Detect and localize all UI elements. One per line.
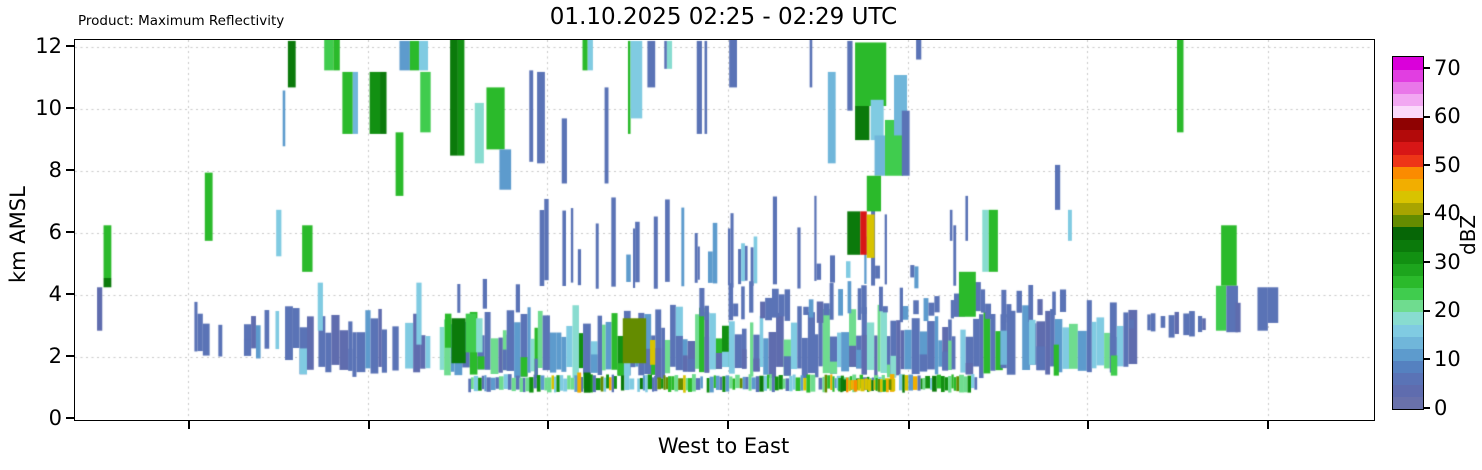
x-tick-mark [907, 421, 910, 429]
colorbar-segment [1393, 154, 1423, 167]
y-tick-label: 12 [35, 33, 62, 58]
colorbar-label: dBZ [1456, 214, 1480, 256]
plot-area [74, 39, 1375, 421]
colorbar-segment [1393, 190, 1423, 204]
x-tick-mark [1267, 421, 1270, 429]
y-tick-mark [66, 107, 74, 110]
y-tick-label: 2 [48, 343, 62, 368]
colorbar-segment [1393, 178, 1423, 191]
chart-title: 01.10.2025 02:25 - 02:29 UTC [549, 4, 898, 30]
colorbar-segment [1393, 105, 1423, 119]
colorbar-tick-label: 30 [1434, 249, 1461, 274]
y-tick-label: 6 [48, 219, 62, 244]
colorbar-tick-mark [1424, 309, 1430, 312]
x-tick-mark [727, 421, 730, 429]
y-tick-label: 8 [48, 157, 62, 182]
y-tick-mark [66, 231, 74, 234]
colorbar-segment [1393, 57, 1423, 70]
product-label: Product: Maximum Reflectivity [78, 13, 285, 29]
colorbar-segment [1393, 299, 1423, 313]
colorbar-tick-mark [1424, 358, 1430, 361]
colorbar-segment [1393, 239, 1423, 252]
colorbar-tick-label: 40 [1434, 201, 1461, 226]
colorbar-tick-label: 60 [1434, 104, 1461, 129]
colorbar-tick-label: 10 [1434, 346, 1461, 371]
colorbar-segment [1393, 226, 1423, 240]
colorbar-segment [1393, 117, 1423, 131]
colorbar-segment [1393, 372, 1423, 386]
colorbar-segment [1393, 141, 1423, 155]
colorbar-tick-mark [1424, 115, 1430, 118]
colorbar-segment [1393, 166, 1423, 179]
y-tick-mark [66, 169, 74, 172]
colorbar-tick-mark [1424, 261, 1430, 264]
y-tick-label: 0 [48, 405, 62, 430]
colorbar-segment [1393, 275, 1423, 289]
colorbar-segment [1393, 251, 1423, 264]
x-tick-mark [367, 421, 370, 429]
colorbar-segment [1393, 129, 1423, 143]
y-tick-label: 4 [48, 281, 62, 306]
colorbar-segment [1393, 360, 1423, 374]
colorbar-segment [1393, 287, 1423, 301]
colorbar-segment [1393, 396, 1423, 410]
colorbar-segment [1393, 324, 1423, 337]
y-tick-mark [66, 355, 74, 358]
x-axis-label: West to East [657, 434, 790, 458]
x-tick-mark [547, 421, 550, 429]
colorbar-tick-label: 50 [1434, 152, 1461, 177]
colorbar-segment [1393, 69, 1423, 82]
colorbar-tick-mark [1424, 407, 1430, 409]
colorbar-tick-mark [1424, 67, 1430, 70]
colorbar-tick-mark [1424, 212, 1430, 215]
colorbar-segment [1393, 336, 1423, 349]
colorbar-segment [1393, 348, 1423, 361]
colorbar-segment [1393, 311, 1423, 325]
colorbar-tick-mark [1424, 164, 1430, 167]
x-tick-mark [187, 421, 190, 429]
reflectivity-plot-canvas [75, 40, 1373, 419]
colorbar-tick-label: 0 [1434, 395, 1448, 420]
colorbar-segment [1393, 384, 1423, 398]
colorbar-segment [1393, 202, 1423, 216]
y-tick-mark [66, 293, 74, 296]
y-tick-mark [66, 417, 74, 419]
x-tick-mark [1087, 421, 1090, 429]
colorbar-tick-label: 70 [1434, 55, 1461, 80]
colorbar-segment [1393, 93, 1423, 107]
y-tick-label: 10 [35, 95, 62, 120]
colorbar-segment [1393, 214, 1423, 228]
colorbar-segment [1393, 81, 1423, 94]
colorbar-segment [1393, 263, 1423, 276]
colorbar [1392, 56, 1424, 410]
y-tick-mark [66, 45, 74, 48]
colorbar-tick-label: 20 [1434, 298, 1461, 323]
